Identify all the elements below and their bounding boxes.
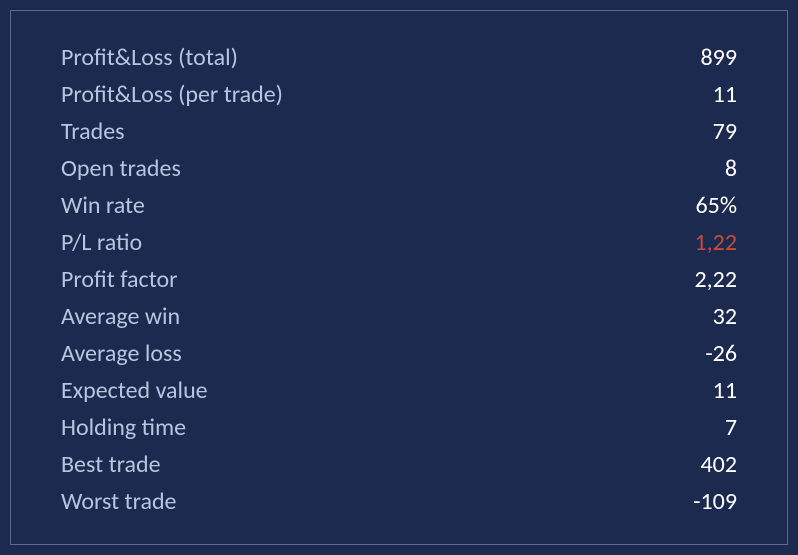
- stat-label: P/L ratio: [61, 228, 142, 257]
- table-row: Profit&Loss (per trade) 11: [61, 76, 737, 113]
- table-row: Best trade 402: [61, 446, 737, 483]
- stat-value: 65%: [696, 191, 737, 220]
- stat-value: -26: [705, 339, 737, 368]
- stat-label: Expected value: [61, 376, 208, 405]
- table-row: Trades 79: [61, 113, 737, 150]
- stat-label: Profit factor: [61, 265, 178, 294]
- stat-label: Win rate: [61, 191, 145, 220]
- stat-value: 2,22: [695, 265, 737, 294]
- table-row: Average loss -26: [61, 335, 737, 372]
- stat-value: 7: [725, 413, 737, 442]
- table-row: Worst trade -109: [61, 483, 737, 520]
- stat-label: Profit&Loss (total): [61, 43, 238, 72]
- stat-value: -109: [693, 487, 737, 516]
- table-row: Profit factor 2,22: [61, 261, 737, 298]
- stat-value: 79: [713, 117, 737, 146]
- table-row: Holding time 7: [61, 409, 737, 446]
- stat-value: 899: [701, 43, 738, 72]
- stat-label: Open trades: [61, 154, 181, 183]
- stat-label: Trades: [61, 117, 125, 146]
- stat-value: 11: [713, 376, 737, 405]
- table-row: Profit&Loss (total) 899: [61, 39, 737, 76]
- table-row: Average win 32: [61, 298, 737, 335]
- table-row: Open trades 8: [61, 150, 737, 187]
- stat-label: Best trade: [61, 450, 161, 479]
- table-row: Expected value 11: [61, 372, 737, 409]
- stat-label: Average win: [61, 302, 180, 331]
- stat-label: Holding time: [61, 413, 186, 442]
- stat-label: Average loss: [61, 339, 182, 368]
- table-row: P/L ratio 1,22: [61, 224, 737, 261]
- table-row: Win rate 65%: [61, 187, 737, 224]
- stat-value: 402: [701, 450, 738, 479]
- stat-label: Worst trade: [61, 487, 177, 516]
- stat-value: 8: [725, 154, 737, 183]
- stat-label: Profit&Loss (per trade): [61, 80, 283, 109]
- stat-value: 1,22: [695, 228, 737, 257]
- stats-panel: Profit&Loss (total) 899 Profit&Loss (per…: [10, 10, 788, 545]
- stat-value: 11: [713, 80, 737, 109]
- stat-value: 32: [713, 302, 737, 331]
